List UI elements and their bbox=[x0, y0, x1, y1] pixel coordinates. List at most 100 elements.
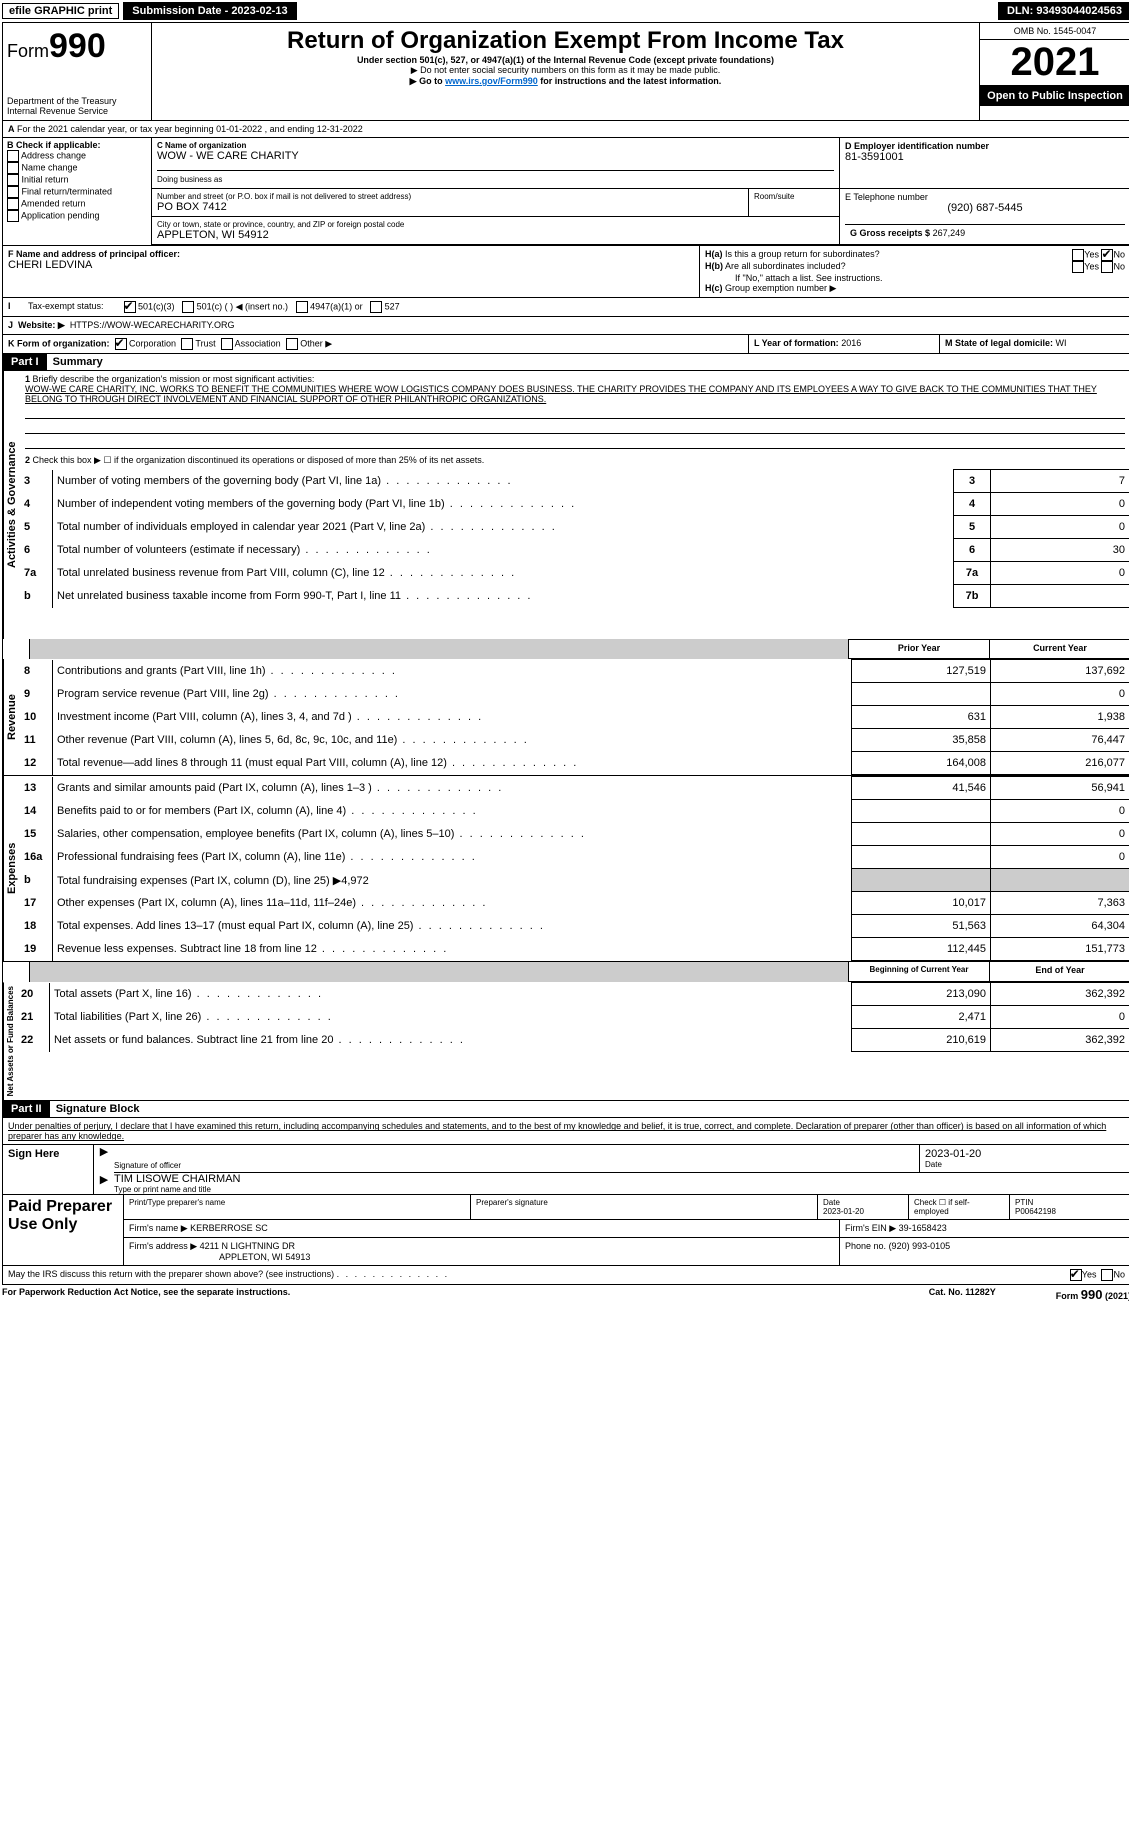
room-label: Room/suite bbox=[749, 189, 839, 216]
data-row: 12Total revenue—add lines 8 through 11 (… bbox=[20, 752, 1129, 775]
irs-link[interactable]: www.irs.gov/Form990 bbox=[445, 76, 538, 86]
i-527[interactable] bbox=[370, 301, 382, 313]
mission: WOW-WE CARE CHARITY, INC. WORKS TO BENEF… bbox=[25, 384, 1097, 404]
i-501c3[interactable] bbox=[124, 301, 136, 313]
form-word: Form bbox=[7, 41, 49, 61]
data-row: 17Other expenses (Part IX, column (A), l… bbox=[20, 892, 1129, 915]
ssn-note: ▶ Do not enter social security numbers o… bbox=[156, 65, 975, 76]
data-row: 19Revenue less expenses. Subtract line 1… bbox=[20, 938, 1129, 961]
state-domicile: WI bbox=[1056, 338, 1067, 348]
footer: For Paperwork Reduction Act Notice, see … bbox=[2, 1287, 1129, 1302]
omb: OMB No. 1545-0047 bbox=[980, 23, 1129, 40]
form-subtitle: Under section 501(c), 527, or 4947(a)(1)… bbox=[156, 55, 975, 65]
form-container: Form990 Department of the Treasury Inter… bbox=[2, 22, 1129, 1285]
paid-preparer-block: Paid Preparer Use Only Print/Type prepar… bbox=[3, 1195, 1129, 1266]
b-checkbox-item: Application pending bbox=[7, 210, 147, 222]
open-inspection: Open to Public Inspection bbox=[980, 86, 1129, 106]
summary-row: 7aTotal unrelated business revenue from … bbox=[20, 562, 1129, 585]
irs-label: Internal Revenue Service bbox=[7, 106, 147, 116]
hb-note: If "No," attach a list. See instructions… bbox=[705, 273, 1125, 283]
paid-label: Paid Preparer Use Only bbox=[8, 1198, 112, 1233]
sign-here-label: Sign Here bbox=[3, 1145, 94, 1194]
k-assoc[interactable] bbox=[221, 338, 233, 350]
data-row: 9Program service revenue (Part VIII, lin… bbox=[20, 683, 1129, 706]
preparer-date: 2023-01-20 bbox=[823, 1207, 864, 1216]
firm-name: KERBERROSE SC bbox=[190, 1223, 268, 1233]
data-row: 16aProfessional fundraising fees (Part I… bbox=[20, 846, 1129, 869]
line-i: I Tax-exempt status: 501(c)(3) 501(c) ( … bbox=[3, 298, 1129, 317]
b-label: B Check if applicable: bbox=[7, 140, 147, 150]
c-name-label: C Name of organization bbox=[157, 141, 834, 150]
hb-yes[interactable] bbox=[1072, 261, 1084, 273]
data-row: 20Total assets (Part X, line 16)213,0903… bbox=[17, 983, 1129, 1006]
discuss-no[interactable] bbox=[1101, 1269, 1113, 1281]
i-4947[interactable] bbox=[296, 301, 308, 313]
data-row: bTotal fundraising expenses (Part IX, co… bbox=[20, 869, 1129, 892]
tax-year: 2021 bbox=[980, 40, 1129, 86]
fh-block: F Name and address of principal officer:… bbox=[3, 246, 1129, 298]
ein: 81-3591001 bbox=[845, 151, 1125, 163]
netassets-header: Beginning of Current Year End of Year bbox=[3, 961, 1129, 982]
k-trust[interactable] bbox=[181, 338, 193, 350]
data-row: 13Grants and similar amounts paid (Part … bbox=[20, 777, 1129, 800]
k-corp[interactable] bbox=[115, 338, 127, 350]
hb-no[interactable] bbox=[1101, 261, 1113, 273]
form-title: Return of Organization Exempt From Incom… bbox=[156, 27, 975, 55]
line-a: A For the 2021 calendar year, or tax yea… bbox=[3, 121, 1129, 138]
g-label: G Gross receipts $ bbox=[850, 228, 930, 238]
form-990-num: 990 bbox=[49, 27, 106, 65]
year-cols-header: Prior Year Current Year bbox=[3, 639, 1129, 659]
bcdeg-block: B Check if applicable: Address change Na… bbox=[3, 138, 1129, 246]
sidelabel-ag: Activities & Governance bbox=[3, 371, 20, 639]
goto-line: ▶ Go to www.irs.gov/Form990 for instruct… bbox=[156, 76, 975, 87]
submission-date: Submission Date - 2023-02-13 bbox=[123, 2, 296, 20]
b-checkbox-item: Name change bbox=[7, 162, 147, 174]
efile-label: efile GRAPHIC print bbox=[2, 3, 119, 19]
summary-row: 4Number of independent voting members of… bbox=[20, 493, 1129, 516]
netassets-section: Net Assets or Fund Balances 20Total asse… bbox=[3, 982, 1129, 1100]
data-row: 10Investment income (Part VIII, column (… bbox=[20, 706, 1129, 729]
line-j: J Website: ▶ HTTPS://WOW-WECARECHARITY.O… bbox=[3, 317, 1129, 335]
officer-name: CHERI LEDVINA bbox=[8, 259, 694, 271]
discuss-yes[interactable] bbox=[1070, 1269, 1082, 1281]
firm-addr2: APPLETON, WI 54913 bbox=[129, 1252, 310, 1262]
data-row: 8Contributions and grants (Part VIII, li… bbox=[20, 660, 1129, 683]
summary-row: 6Total number of volunteers (estimate if… bbox=[20, 539, 1129, 562]
dept-treasury: Department of the Treasury bbox=[7, 96, 147, 106]
b-checkbox-item: Amended return bbox=[7, 198, 147, 210]
ha-no[interactable] bbox=[1101, 249, 1113, 261]
city: APPLETON, WI 54912 bbox=[157, 229, 834, 241]
data-row: 15Salaries, other compensation, employee… bbox=[20, 823, 1129, 846]
summary-row: 3Number of voting members of the governi… bbox=[20, 470, 1129, 493]
part1-body: Activities & Governance 1 Briefly descri… bbox=[3, 371, 1129, 639]
declaration: Under penalties of perjury, I declare th… bbox=[3, 1118, 1129, 1145]
expenses-section: Expenses 13Grants and similar amounts pa… bbox=[3, 775, 1129, 961]
ptin: P00642198 bbox=[1015, 1207, 1056, 1216]
d-label: D Employer identification number bbox=[845, 141, 1125, 151]
line-klm: K Form of organization: Corporation Trus… bbox=[3, 335, 1129, 354]
b-checkbox-item: Initial return bbox=[7, 174, 147, 186]
ha-yes[interactable] bbox=[1072, 249, 1084, 261]
org-name: WOW - WE CARE CHARITY bbox=[157, 150, 834, 162]
b-checkbox-item: Final return/terminated bbox=[7, 186, 147, 198]
summary-row: bNet unrelated business taxable income f… bbox=[20, 585, 1129, 608]
year-formation: 2016 bbox=[841, 338, 861, 348]
city-label: City or town, state or province, country… bbox=[157, 220, 834, 229]
officer-typed-name: TIM LISOWE CHAIRMAN bbox=[114, 1173, 1129, 1185]
form-header: Form990 Department of the Treasury Inter… bbox=[3, 23, 1129, 121]
website: HTTPS://WOW-WECARECHARITY.ORG bbox=[70, 320, 235, 330]
firm-ein: 39-1658423 bbox=[899, 1223, 947, 1233]
data-row: 18Total expenses. Add lines 13–17 (must … bbox=[20, 915, 1129, 938]
officer-sig-date: 2023-01-20 bbox=[925, 1148, 1125, 1160]
data-row: 21Total liabilities (Part X, line 26)2,4… bbox=[17, 1006, 1129, 1029]
i-501c[interactable] bbox=[182, 301, 194, 313]
part2-header: Part II Signature Block bbox=[3, 1100, 1129, 1118]
discuss-row: May the IRS discuss this return with the… bbox=[3, 1266, 1129, 1284]
sidelabel-na: Net Assets or Fund Balances bbox=[3, 982, 17, 1100]
efile-topbar: efile GRAPHIC print Submission Date - 20… bbox=[2, 2, 1129, 20]
k-other[interactable] bbox=[286, 338, 298, 350]
f-label: F Name and address of principal officer: bbox=[8, 249, 694, 259]
street-label: Number and street (or P.O. box if mail i… bbox=[157, 192, 743, 201]
gross-receipts: 267,249 bbox=[933, 228, 966, 238]
street: PO BOX 7412 bbox=[157, 201, 743, 213]
